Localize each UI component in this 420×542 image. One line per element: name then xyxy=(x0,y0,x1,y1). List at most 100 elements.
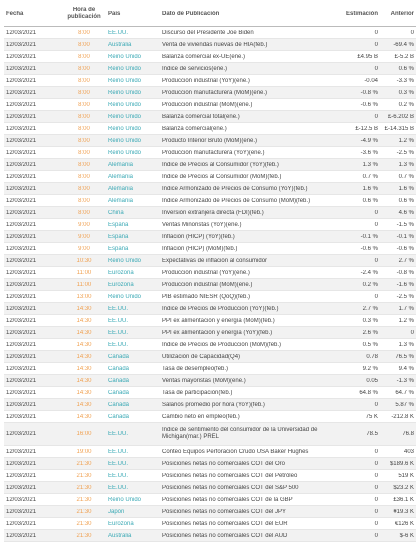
date-cell: 12/03/2021 xyxy=(6,293,37,300)
previous-cell: €126 K xyxy=(394,520,414,527)
event-cell: Ventas mayoristas (MoM)(ene.) xyxy=(162,377,246,384)
date-cell: 12/03/2021 xyxy=(6,41,37,48)
table-row: 12/03/2021 8:00 Alemania Índice de Precios … xyxy=(4,171,416,183)
time-cell: 8:00 xyxy=(78,41,90,48)
event-cell: Inversión extranjera directa (FDI)(feb.) xyxy=(162,209,264,216)
country-cell: EE.UU. xyxy=(108,460,129,467)
table-row: 12/03/2021 9:00 España Inflación (HICP) (Mo… xyxy=(4,243,416,255)
table-row: 12/03/2021 8:00 Alemania Índice Armonizado … xyxy=(4,195,416,207)
previous-cell: 76.8 xyxy=(402,431,414,437)
estimate-cell: -0.6 % xyxy=(360,101,378,108)
time-cell: 10:30 xyxy=(76,257,92,264)
previous-cell: 1.7 % xyxy=(398,305,414,312)
estimate-cell: 0 xyxy=(374,65,378,72)
date-cell: 12/03/2021 xyxy=(6,137,37,144)
event-cell: Índice de servicios(ene.) xyxy=(162,65,228,72)
table-row: 12/03/2021 21:30 Australia Posiciones netas… xyxy=(4,530,416,542)
previous-cell: -0.8 % xyxy=(396,269,414,276)
time-cell: 21:30 xyxy=(76,460,92,467)
date-cell: 12/03/2021 xyxy=(6,173,37,180)
table-row: 12/03/2021 13:00 Reino Unido PIB estimado N… xyxy=(4,291,416,303)
country-cell: Japón xyxy=(108,508,125,515)
date-cell: 12/03/2021 xyxy=(6,401,37,408)
estimate-cell: 2.6 % xyxy=(362,329,378,336)
estimate-cell: 0 xyxy=(374,520,378,527)
event-cell: Cambio neto en empleo(feb.) xyxy=(162,413,240,420)
time-cell: 8:00 xyxy=(78,161,90,168)
estimate-cell: 0 xyxy=(374,484,378,491)
country-cell: Reino Unido xyxy=(108,257,142,264)
previous-cell: 0.6 % xyxy=(398,65,414,72)
table-row: 12/03/2021 10:30 Reino Unido Expectativas d… xyxy=(4,255,416,267)
estimate-cell: 0 xyxy=(374,41,378,48)
event-cell: Inflación (HICP) (MoM)(feb.) xyxy=(162,245,238,252)
country-cell: Reino Unido xyxy=(108,113,142,120)
time-cell: 8:00 xyxy=(78,149,90,156)
estimate-cell: 0 xyxy=(374,532,378,539)
date-cell: 12/03/2021 xyxy=(6,65,37,72)
country-cell: Eurozona xyxy=(108,281,134,288)
event-cell: Producción industrial (YoY)(ene.) xyxy=(162,77,250,84)
country-cell: Reino Unido xyxy=(108,293,142,300)
previous-cell: 5.87 % xyxy=(395,401,414,408)
previous-cell: $189.6 K xyxy=(389,460,414,467)
table-row: 12/03/2021 14:30 Canadá Salarios promedio p… xyxy=(4,399,416,411)
date-cell: 12/03/2021 xyxy=(6,89,37,96)
previous-cell: ¥19.3 K xyxy=(393,508,414,515)
previous-cell: 1.2 % xyxy=(398,317,414,324)
table-row: 12/03/2021 8:00 Australia Venta de vivienda… xyxy=(4,39,416,51)
time-cell: 21:30 xyxy=(76,496,92,503)
estimate-cell: 1.6 % xyxy=(362,185,378,192)
country-cell: EE.UU. xyxy=(108,341,129,348)
date-cell: 12/03/2021 xyxy=(6,448,37,455)
estimate-cell: 0 xyxy=(374,508,378,515)
estimate-cell: 0 xyxy=(374,496,378,503)
table-row: 12/03/2021 8:00 Reino Unido Producción manu… xyxy=(4,87,416,99)
table-row: 12/03/2021 16:00 EE.UU. Índice de sentimien… xyxy=(4,423,416,446)
table-row: 12/03/2021 8:00 Reino Unido Producto Interi… xyxy=(4,135,416,147)
date-cell: 12/03/2021 xyxy=(6,389,37,396)
date-cell: 12/03/2021 xyxy=(6,496,37,503)
event-cell: Producción industrial (MoM)(ene.) xyxy=(162,281,253,288)
previous-cell: 9.4 % xyxy=(398,365,414,372)
country-cell: Eurozona xyxy=(108,520,134,527)
date-cell: 12/03/2021 xyxy=(6,281,37,288)
event-cell: Índice de Precios de Producción (MoM)(fe… xyxy=(162,341,282,348)
estimate-cell: 0 xyxy=(374,293,378,300)
table-row: 12/03/2021 14:30 Canadá Ventas mayoristas (… xyxy=(4,375,416,387)
time-cell: 9:00 xyxy=(78,221,90,228)
date-cell: 12/03/2021 xyxy=(6,125,37,132)
event-cell: Índice de sentimiento del consumidor de … xyxy=(162,427,318,440)
date-cell: 12/03/2021 xyxy=(6,101,37,108)
table-row: 12/03/2021 21:30 EE.UU. Posiciones netas no… xyxy=(4,458,416,470)
date-cell: 12/03/2021 xyxy=(6,161,37,168)
event-cell: Posiciones netas no comerciales COT de l… xyxy=(162,496,293,503)
time-cell: 8:00 xyxy=(78,113,90,120)
country-cell: Canadá xyxy=(108,413,130,420)
country-cell: Reino Unido xyxy=(108,89,142,96)
time-cell: 19:00 xyxy=(76,448,92,455)
date-cell: 12/03/2021 xyxy=(6,197,37,204)
country-cell: España xyxy=(108,221,129,228)
date-cell: 12/03/2021 xyxy=(6,520,37,527)
estimate-cell: 0 xyxy=(374,401,378,408)
date-cell: 12/03/2021 xyxy=(6,353,37,360)
event-cell: Índice de Precios al Consumidor (YoY)(fe… xyxy=(162,161,279,168)
table-row: 12/03/2021 21:30 Japón Posiciones netas no … xyxy=(4,506,416,518)
table-row: 12/03/2021 14:30 Canadá Utilización de Capa… xyxy=(4,351,416,363)
country-cell: Canadá xyxy=(108,401,130,408)
date-cell: 12/03/2021 xyxy=(6,431,37,437)
event-cell: Posiciones netas no comerciales COT del … xyxy=(162,532,288,539)
estimate-cell: -0.1 % xyxy=(360,233,378,240)
table-row: 12/03/2021 9:00 España Ventas Minoristas (Y… xyxy=(4,219,416,231)
country-cell: Alemania xyxy=(108,173,134,180)
previous-cell: -1.5 % xyxy=(396,221,414,228)
previous-cell: 1.3 % xyxy=(398,341,414,348)
estimate-cell: 0.3 % xyxy=(362,317,378,324)
table-row: 12/03/2021 14:30 Canadá Tasa de desempleo(f… xyxy=(4,363,416,375)
time-cell: 8:00 xyxy=(78,77,90,84)
country-cell: EE.UU. xyxy=(108,29,129,36)
estimate-cell: -0.04 xyxy=(364,77,378,84)
time-cell: 14:30 xyxy=(76,317,92,324)
time-cell: 8:00 xyxy=(78,89,90,96)
